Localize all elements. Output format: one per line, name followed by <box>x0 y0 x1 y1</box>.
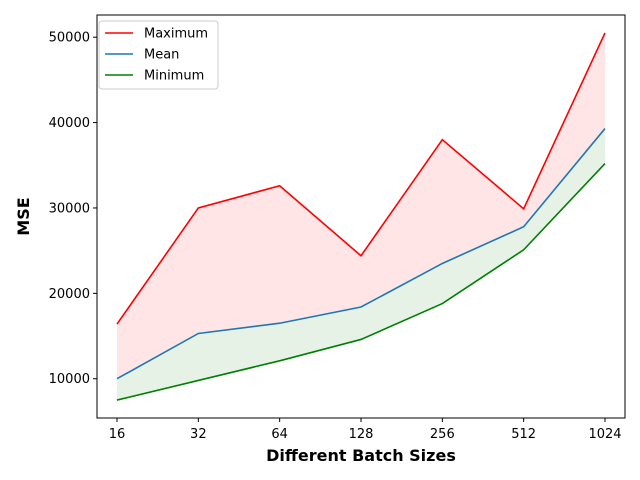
x-tick-label: 16 <box>109 427 126 442</box>
series-line-mean <box>116 128 606 380</box>
x-axis: 16 32 64 128 256 512 1024 <box>109 418 622 442</box>
legend-label-minimum: Minimum <box>144 69 204 84</box>
x-tick-label: 64 <box>271 427 288 442</box>
legend-box <box>98 20 219 90</box>
x-axis-title: Different Batch Sizes <box>266 446 456 465</box>
y-tick-label: 20000 <box>49 287 90 302</box>
y-tick-label: 30000 <box>49 201 90 216</box>
y-tick-label: 50000 <box>49 31 90 46</box>
series-lines <box>116 32 606 401</box>
x-tick-label: 128 <box>349 427 374 442</box>
y-tick-label: 40000 <box>49 116 90 131</box>
y-axis: 10000 20000 30000 40000 50000 <box>49 31 97 387</box>
legend: Maximum Mean Minimum <box>98 20 219 90</box>
x-tick-label: 256 <box>430 427 455 442</box>
legend-label-maximum: Maximum <box>144 27 208 42</box>
x-tick-label: 1024 <box>588 427 621 442</box>
x-tick-label: 512 <box>511 427 536 442</box>
fill-areas <box>117 32 605 401</box>
series-line-minimum <box>116 163 606 401</box>
legend-label-mean: Mean <box>144 48 179 63</box>
fill-minimum-mean <box>117 128 605 401</box>
y-axis-title: MSE <box>14 197 33 235</box>
x-tick-label: 32 <box>190 427 207 442</box>
fill-mean-maximum <box>117 32 605 379</box>
y-tick-label: 10000 <box>49 372 90 387</box>
series-line-maximum <box>116 32 606 325</box>
